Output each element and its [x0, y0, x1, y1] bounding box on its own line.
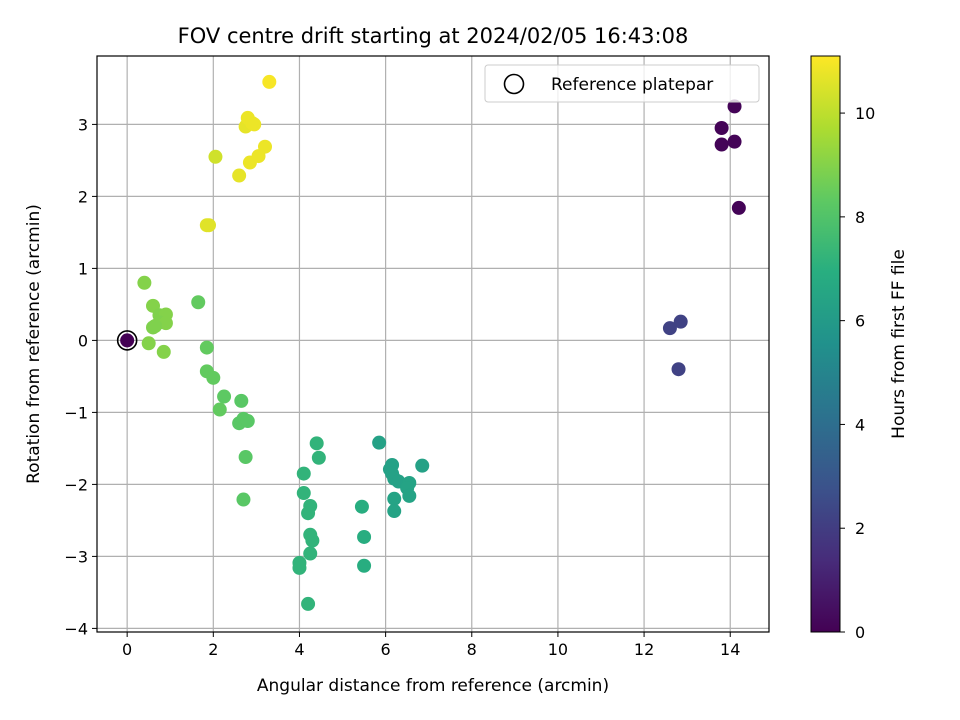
x-tick-label: 8	[467, 640, 477, 659]
chart-title: FOV centre drift starting at 2024/02/05 …	[178, 24, 689, 48]
data-point	[354, 499, 369, 514]
data-point	[240, 414, 255, 429]
data-point	[206, 370, 221, 385]
legend-entry-reference: Reference platepar	[551, 75, 713, 95]
legend-marker-reference	[503, 73, 525, 95]
data-point	[301, 596, 316, 611]
colorbar-tick-label: 8	[855, 208, 865, 227]
data-point	[156, 344, 171, 359]
data-point	[292, 560, 307, 575]
data-point	[727, 134, 742, 149]
data-point	[714, 121, 729, 135]
data-point	[262, 74, 277, 89]
data-point	[387, 504, 402, 519]
data-point	[212, 402, 227, 417]
data-point	[311, 450, 326, 465]
data-point	[238, 450, 253, 465]
colorbar: 0 2 4 6 8 10 Hours from first FF file	[810, 55, 909, 642]
y-tick-label: −1	[64, 403, 88, 422]
x-tick-label: 2	[208, 640, 218, 659]
y-axis-label: Rotation from reference (arcmin)	[24, 204, 44, 484]
x-tick-label: 6	[381, 640, 391, 659]
data-point	[731, 200, 746, 215]
x-tick-label: 14	[720, 640, 740, 659]
y-tick-label: 0	[78, 331, 88, 350]
colorbar-tick-label: 6	[855, 312, 865, 331]
data-point	[296, 466, 311, 481]
y-tick-label: −3	[64, 547, 88, 566]
y-tick-label: −2	[64, 475, 88, 494]
colorbar-tick-label: 10	[855, 104, 875, 123]
data-point	[217, 389, 232, 404]
data-point	[301, 506, 316, 521]
data-point	[372, 435, 387, 450]
data-points	[116, 74, 746, 611]
data-point	[208, 149, 223, 164]
data-point	[662, 321, 677, 336]
data-point	[357, 529, 372, 544]
data-point	[120, 333, 135, 348]
data-point	[148, 319, 163, 333]
data-point	[671, 362, 686, 377]
data-point	[673, 314, 688, 329]
grid-lines	[97, 56, 769, 632]
y-tick-label: 3	[78, 115, 88, 134]
data-point	[191, 295, 206, 310]
colorbar-tick-label: 0	[855, 623, 865, 642]
colorbar-label: Hours from first FF file	[889, 249, 909, 439]
data-point	[305, 533, 320, 548]
data-point	[141, 336, 156, 351]
legend: Reference platepar	[484, 64, 760, 103]
plot-frame	[96, 55, 770, 633]
data-point	[247, 117, 262, 132]
data-point	[357, 558, 372, 573]
data-point	[202, 218, 216, 233]
y-tick-label: −4	[64, 619, 88, 638]
colorbar-tick-label: 4	[855, 415, 865, 434]
x-tick-label: 0	[122, 640, 132, 659]
data-point	[309, 436, 324, 451]
data-point	[236, 492, 251, 507]
x-axis-label: Angular distance from reference (arcmin)	[257, 676, 609, 696]
y-tick-label: 2	[78, 187, 88, 206]
data-point	[137, 275, 152, 290]
colorbar-gradient	[810, 55, 841, 633]
data-point	[158, 316, 173, 331]
data-point	[402, 488, 417, 503]
x-tick-label: 4	[294, 640, 304, 659]
data-point	[714, 137, 729, 152]
data-point	[199, 340, 214, 355]
colorbar-tick-label: 2	[855, 519, 865, 538]
data-point	[303, 546, 318, 561]
data-point	[296, 486, 311, 501]
y-tick-label: 1	[78, 259, 88, 278]
data-point	[232, 168, 247, 183]
data-point	[258, 139, 272, 154]
reference-marker	[116, 330, 138, 351]
colorbar-ticks: 0 2 4 6 8 10	[840, 104, 875, 642]
data-point	[387, 491, 402, 506]
x-tick-label: 12	[634, 640, 654, 659]
data-point	[727, 99, 742, 114]
data-point	[234, 393, 249, 408]
data-point	[415, 458, 430, 473]
x-tick-label: 10	[548, 640, 568, 659]
